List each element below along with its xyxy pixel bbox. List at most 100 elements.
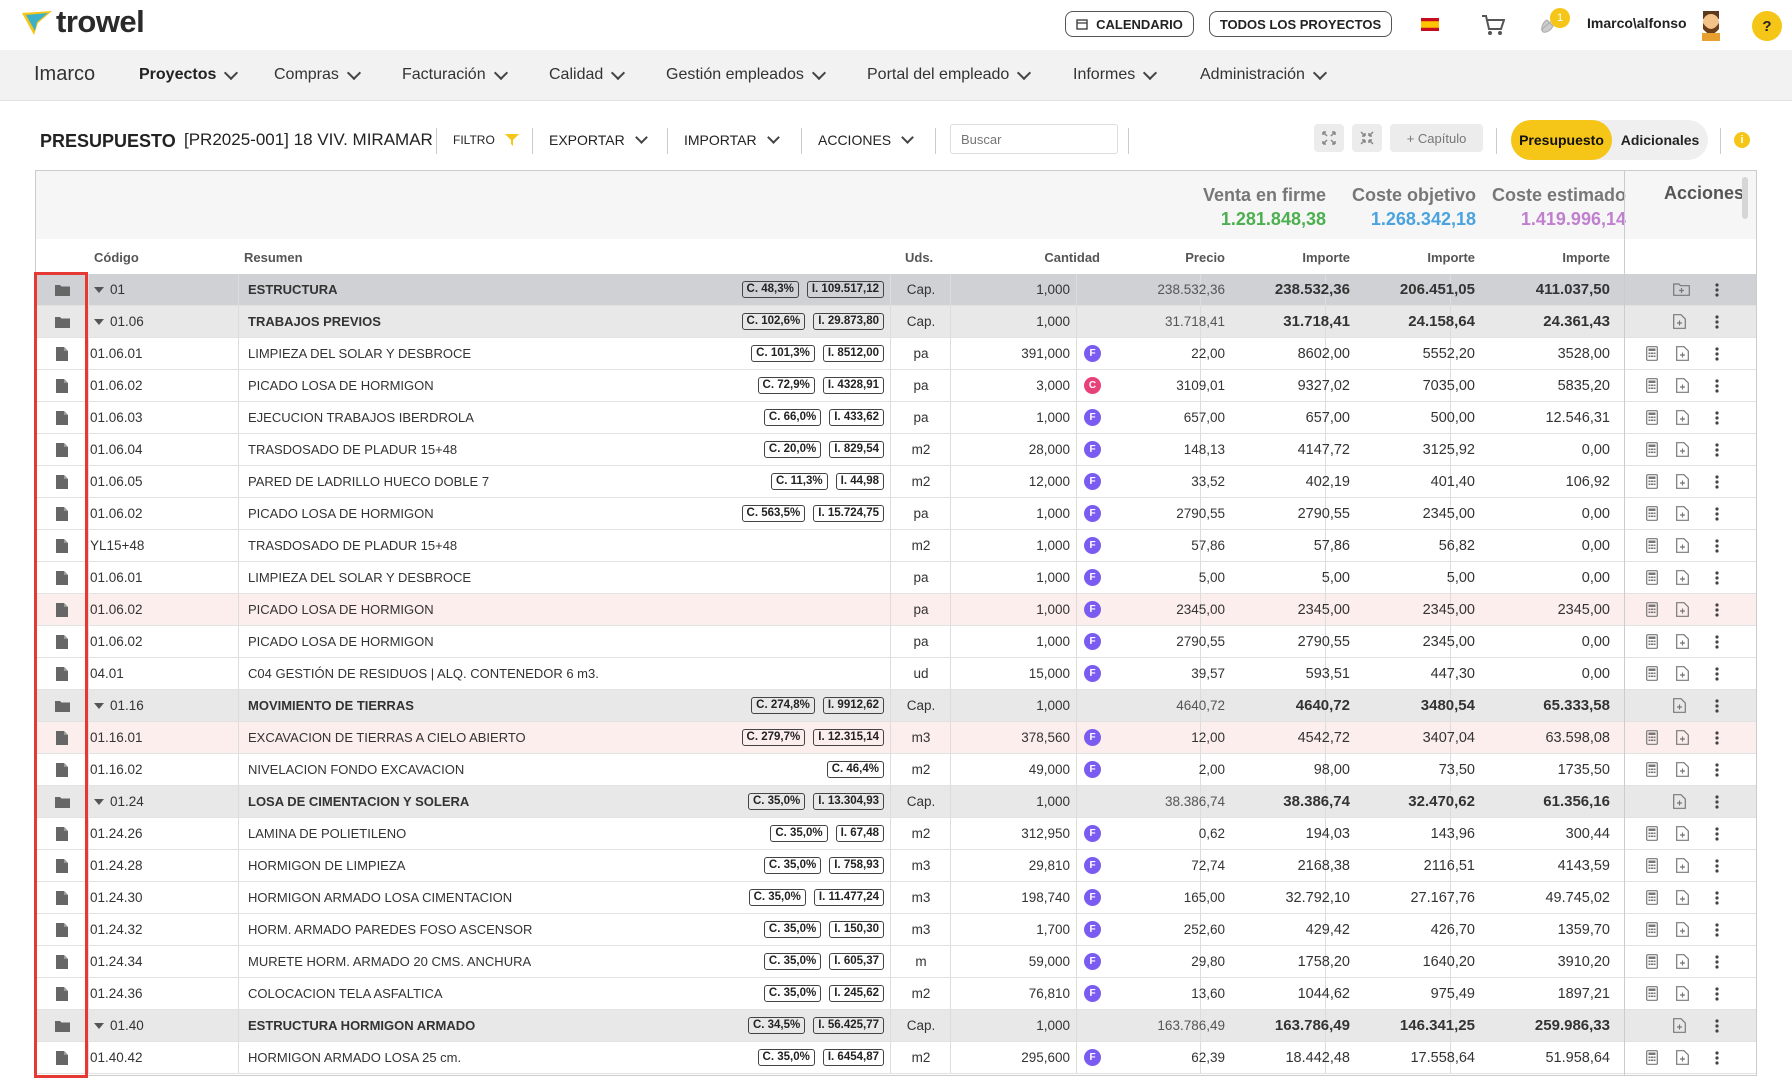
table-row[interactable]: 01.24.34 MURETE HORM. ARMADO 20 CMS. ANCH… [36, 946, 1756, 978]
price-type-badge[interactable]: F [1084, 825, 1101, 842]
nav-administracion[interactable]: Administración [1200, 65, 1328, 84]
help-button[interactable]: ? [1752, 11, 1782, 41]
more-options-icon[interactable] [1715, 730, 1719, 745]
add-cell[interactable] [1673, 274, 1690, 305]
table-row[interactable]: 01.06.01 LIMPIEZA DEL SOLAR Y DESBROCE pa 1… [36, 562, 1756, 594]
row-type-cell[interactable] [50, 626, 74, 657]
calculator-icon[interactable] [1646, 570, 1658, 585]
company-name[interactable]: Imarco [34, 63, 96, 85]
more-cell[interactable] [1715, 978, 1719, 1009]
add-chapter-button[interactable]: + Capítulo [1390, 124, 1483, 152]
add-document-icon[interactable] [1676, 986, 1689, 1001]
add-cell[interactable] [1673, 306, 1686, 337]
import-button[interactable]: IMPORTAR [684, 131, 780, 148]
more-options-icon[interactable] [1715, 410, 1719, 425]
col-importe-objetivo[interactable]: Importe [1427, 250, 1475, 265]
table-row[interactable]: 01.40.42 HORMIGON ARMADO LOSA 25 cm. C. 35… [36, 1042, 1756, 1074]
row-type-cell[interactable] [50, 274, 74, 305]
expand-toggle-icon[interactable] [94, 798, 104, 805]
add-document-icon[interactable] [1676, 378, 1689, 393]
row-type-cell[interactable] [50, 306, 74, 337]
calculator-icon[interactable] [1646, 762, 1658, 777]
more-options-icon[interactable] [1715, 378, 1719, 393]
add-cell[interactable] [1673, 690, 1686, 721]
calculator-icon[interactable] [1646, 826, 1658, 841]
row-type-cell[interactable] [50, 690, 74, 721]
nav-proyectos[interactable]: Proyectos [139, 65, 239, 84]
table-row[interactable]: 01.06.02 PICADO LOSA DE HORMIGON C. 563,5%… [36, 498, 1756, 530]
all-projects-button[interactable]: TODOS LOS PROYECTOS [1209, 11, 1392, 37]
add-cell[interactable] [1676, 978, 1689, 1009]
nav-calidad[interactable]: Calidad [549, 65, 626, 84]
more-options-icon[interactable] [1715, 282, 1719, 297]
add-cell[interactable] [1676, 562, 1689, 593]
calc-cell[interactable] [1646, 978, 1658, 1009]
cart-icon[interactable] [1481, 14, 1505, 36]
more-cell[interactable] [1715, 594, 1719, 625]
chapter-row[interactable]: 01.24 LOSA DE CIMENTACION Y SOLERA C. 35,0… [36, 786, 1756, 818]
row-type-cell[interactable] [50, 914, 74, 945]
more-cell[interactable] [1715, 1042, 1719, 1073]
more-options-icon[interactable] [1715, 314, 1719, 329]
more-options-icon[interactable] [1715, 922, 1719, 937]
add-cell[interactable] [1676, 434, 1689, 465]
col-uds[interactable]: Uds. [905, 250, 934, 265]
add-cell[interactable] [1676, 498, 1689, 529]
add-cell[interactable] [1676, 850, 1689, 881]
calculator-icon[interactable] [1646, 890, 1658, 905]
more-options-icon[interactable] [1715, 1018, 1719, 1033]
col-codigo[interactable]: Código [94, 250, 139, 265]
table-row[interactable]: 01.06.01 LIMPIEZA DEL SOLAR Y DESBROCE C. … [36, 338, 1756, 370]
calc-cell[interactable] [1646, 434, 1658, 465]
expand-all-button[interactable] [1314, 124, 1344, 152]
calc-cell[interactable] [1646, 530, 1658, 561]
row-type-cell[interactable] [50, 338, 74, 369]
price-type-badge[interactable]: F [1084, 985, 1101, 1002]
calculator-icon[interactable] [1646, 666, 1658, 681]
price-type-badge[interactable]: F [1084, 889, 1101, 906]
price-type-badge[interactable]: F [1084, 729, 1101, 746]
trowel-logo[interactable]: trowel [20, 4, 145, 40]
calculator-icon[interactable] [1646, 858, 1658, 873]
calc-cell[interactable] [1646, 626, 1658, 657]
more-cell[interactable] [1715, 690, 1719, 721]
more-cell[interactable] [1715, 818, 1719, 849]
more-cell[interactable] [1715, 1010, 1719, 1041]
calc-cell[interactable] [1646, 498, 1658, 529]
calculator-icon[interactable] [1646, 346, 1658, 361]
add-cell[interactable] [1676, 338, 1689, 369]
price-type-badge[interactable]: F [1084, 857, 1101, 874]
table-row[interactable]: 01.16.02 NIVELACION FONDO EXCAVACION C. 46… [36, 754, 1756, 786]
add-document-icon[interactable] [1676, 602, 1689, 617]
add-cell[interactable] [1676, 626, 1689, 657]
nav-compras[interactable]: Compras [274, 65, 361, 84]
row-type-cell[interactable] [50, 530, 74, 561]
col-importe-venta[interactable]: Importe [1302, 250, 1350, 265]
table-row[interactable]: 01.24.36 COLOCACION TELA ASFALTICA C. 35,0… [36, 978, 1756, 1010]
calc-cell[interactable] [1646, 722, 1658, 753]
more-options-icon[interactable] [1715, 602, 1719, 617]
add-folder-icon[interactable] [1673, 283, 1690, 296]
more-options-icon[interactable] [1715, 506, 1719, 521]
calc-cell[interactable] [1646, 914, 1658, 945]
calc-cell[interactable] [1646, 1042, 1658, 1073]
calc-cell[interactable] [1646, 594, 1658, 625]
table-row[interactable]: 01.06.03 EJECUCION TRABAJOS IBERDROLA C. 6… [36, 402, 1756, 434]
expand-toggle-icon[interactable] [94, 702, 104, 709]
more-options-icon[interactable] [1715, 474, 1719, 489]
price-type-badge[interactable]: F [1084, 505, 1101, 522]
add-cell[interactable] [1673, 1010, 1686, 1041]
more-cell[interactable] [1715, 530, 1719, 561]
row-type-cell[interactable] [50, 850, 74, 881]
add-document-icon[interactable] [1676, 442, 1689, 457]
price-type-badge[interactable]: F [1084, 569, 1101, 586]
row-type-cell[interactable] [50, 882, 74, 913]
calc-cell[interactable] [1646, 402, 1658, 433]
collapse-all-button[interactable] [1352, 124, 1382, 152]
more-cell[interactable] [1715, 402, 1719, 433]
row-type-cell[interactable] [50, 658, 74, 689]
more-cell[interactable] [1715, 786, 1719, 817]
add-cell[interactable] [1673, 786, 1686, 817]
row-type-cell[interactable] [50, 786, 74, 817]
col-importe-estimado[interactable]: Importe [1562, 250, 1610, 265]
